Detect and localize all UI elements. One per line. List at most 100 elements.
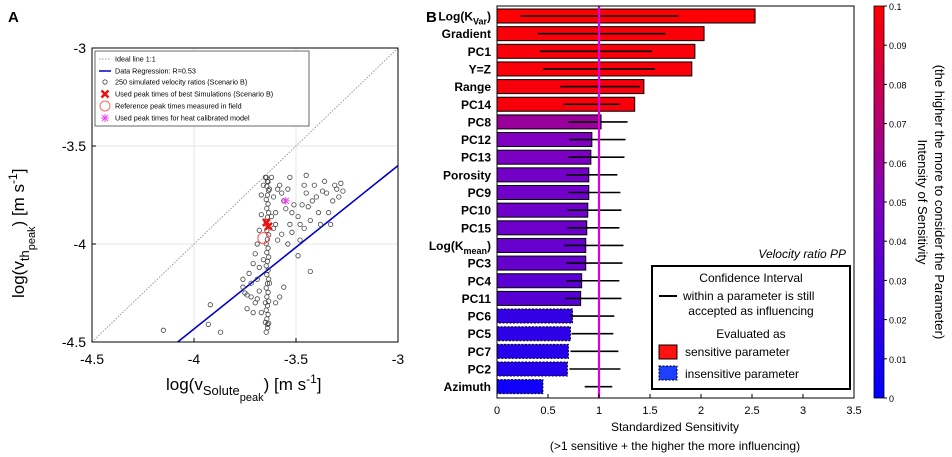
panel-a-ticks: -4.5 -4 -3.5 -3 -4.5 -4 -3.5 -3 — [62, 40, 405, 367]
legend-best-sim-label: Used peak times of best Simulations (Sce… — [115, 90, 273, 99]
scatter-point — [297, 221, 303, 227]
category-label-text: PC13 — [461, 151, 491, 165]
scatter-point — [266, 188, 272, 194]
x-tick-label: -3 — [392, 351, 405, 367]
category-label-sub: Var — [473, 17, 488, 27]
b-x-tick-label: 1 — [596, 405, 602, 417]
category-label-text: PC12 — [461, 133, 491, 147]
category-label-text: Log(K — [429, 239, 464, 253]
panel-b-x-ticks: 0 0.5 1 1.5 2 2.5 3 3.5 — [494, 394, 862, 417]
panel-b-legend-box — [651, 265, 851, 390]
scatter-point — [266, 298, 272, 304]
legend-ci-label: Confidence Interval — [699, 271, 802, 285]
scatter-point — [260, 182, 266, 188]
colorbar-tick-label: 0.07 — [889, 120, 907, 130]
x-tick-label: -4.5 — [80, 351, 104, 367]
bar — [496, 361, 568, 377]
scatter-point — [285, 186, 291, 192]
scatter-point — [317, 221, 324, 227]
category-label-text: PC1 — [468, 45, 492, 59]
colorbar-tick-label: 0.03 — [889, 276, 907, 286]
legend-simulated-label: 250 simulated velocity ratios (Scenario … — [115, 78, 247, 87]
heat-stroke — [282, 197, 290, 205]
category-label: Azimuth — [444, 380, 491, 394]
bar — [496, 379, 544, 395]
xlabel-unit: ) [m s — [264, 375, 307, 394]
colorbar-label: Intensity of Sensitivity — [915, 140, 930, 265]
panel-b-legend: Confidence Interval within a parameter i… — [651, 265, 851, 390]
colorbar-gradient — [873, 5, 885, 399]
category-label-text: PC15 — [461, 221, 491, 235]
scatter-point — [295, 213, 301, 220]
legend-ci-label3: accepted as influencing — [688, 304, 813, 318]
scatter-point — [266, 210, 272, 216]
colorbar-tick-label: 0.09 — [889, 41, 907, 51]
category-label-text: PC11 — [462, 292, 492, 306]
heat-point — [281, 196, 290, 205]
xlabel-close: ] — [317, 375, 322, 394]
scatter-point — [277, 182, 283, 188]
x-tick-label: -3.5 — [284, 351, 308, 367]
scatter-point — [319, 188, 326, 194]
scatter-point — [340, 188, 346, 194]
category-label: PC4 — [468, 274, 492, 288]
legend-heat-label: Used peak times for heat calibrated mode… — [115, 114, 250, 123]
scatter-point — [303, 190, 309, 196]
scatter-point — [287, 221, 293, 227]
scatter-point — [311, 182, 317, 188]
scatter-point — [277, 294, 283, 300]
scatter-point — [279, 231, 285, 237]
category-label-sub: mean — [463, 246, 487, 256]
panel-b-axes-frame — [496, 5, 855, 399]
colorbar-label-2: (the higher the more to consider the Par… — [932, 65, 947, 340]
velocity-ratio-annotation: Velocity ratio PP — [758, 247, 846, 261]
panel-a-legend: Ideal line 1:1 Data Regression: R=0.53 2… — [94, 50, 310, 127]
colorbar-tick-label: 0.04 — [889, 237, 907, 247]
scatter-point — [252, 300, 258, 306]
scatter-point — [275, 237, 281, 243]
scatter-point — [266, 254, 272, 260]
category-label: PC3 — [468, 257, 492, 271]
legend-sensitive-swatch — [658, 344, 678, 360]
category-label-text: PC2 — [468, 363, 492, 377]
category-label-text: PC3 — [468, 257, 492, 271]
scatter-point — [160, 327, 166, 333]
category-label: PC15 — [461, 221, 491, 235]
scatter-point — [295, 253, 301, 259]
scatter-point — [299, 202, 305, 208]
category-label-text: Y=Z — [469, 62, 491, 76]
legend-best-sim-marker — [100, 89, 110, 99]
panel-a-y-axis-label: log(vthpeak) [m s-1] — [6, 169, 38, 298]
ylabel-main: log(v — [9, 261, 28, 298]
scatter-point — [256, 264, 262, 271]
legend-ideal-line-label: Ideal line 1:1 — [115, 55, 156, 64]
panel-a-lines — [91, 47, 399, 343]
b-x-tick-label: 1.5 — [642, 405, 657, 417]
colorbar-tick-label: 0.1 — [889, 2, 902, 12]
scatter-point — [307, 268, 313, 275]
scatter-point — [332, 182, 338, 188]
category-label-text: Porosity — [443, 168, 491, 182]
category-label: PC7 — [468, 345, 492, 359]
x-tick-label: -4 — [188, 351, 201, 367]
scatter-point — [256, 227, 262, 233]
category-label: PC5 — [468, 327, 492, 341]
category-label-text: PC5 — [468, 327, 492, 341]
scatter-point — [265, 179, 271, 185]
scatter-point — [334, 186, 340, 192]
scatter-point — [321, 178, 328, 184]
scatter-point — [263, 174, 269, 180]
b-x-tick-label: 0 — [494, 405, 500, 417]
legend-regression-label: Data Regression: R=0.53 — [115, 67, 196, 76]
scatter-point — [265, 245, 271, 251]
category-label: PC2 — [468, 363, 492, 377]
legend-reference-label: Reference peak times measured in field — [115, 102, 242, 111]
scatter-point — [250, 309, 256, 316]
scatter-point — [240, 284, 246, 290]
scatter-point — [315, 210, 322, 216]
scatter-point — [256, 288, 262, 294]
category-label-text: PC10 — [461, 204, 491, 218]
scatter-point — [301, 182, 307, 188]
ylabel-subsub: peak — [26, 226, 38, 250]
category-label: Log(Kmean) — [429, 239, 491, 256]
